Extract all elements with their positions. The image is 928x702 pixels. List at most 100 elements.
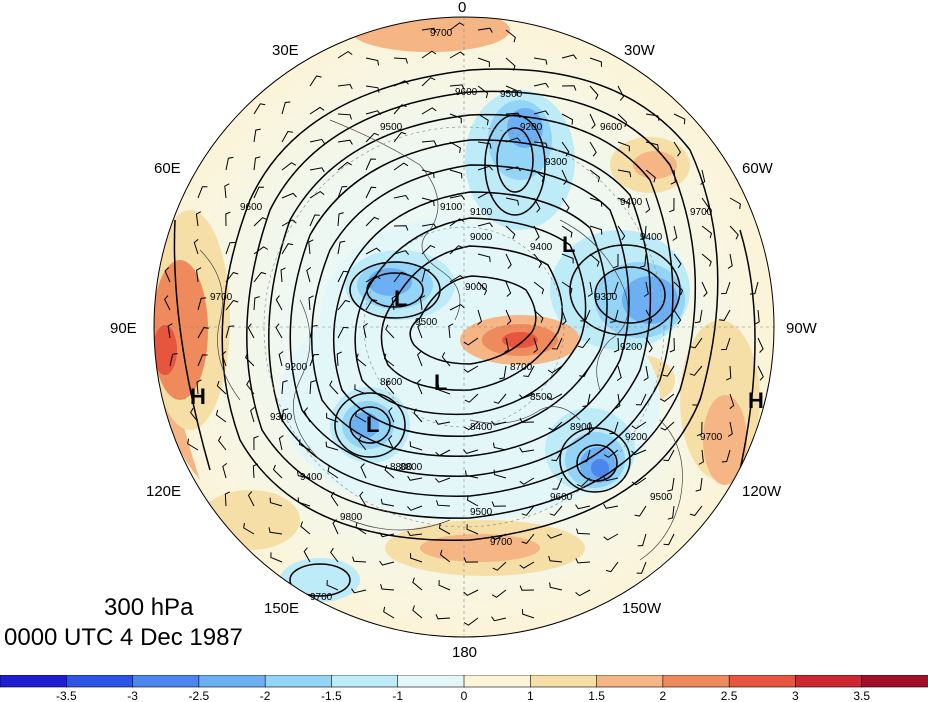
wind-barb: [548, 421, 563, 431]
wind-barb: [505, 166, 521, 172]
wind-barb: [491, 501, 507, 507]
wind-barb: [636, 561, 647, 574]
wind-barb: [613, 254, 619, 269]
polar-stereographic-map: 9700 9600 9500 9300 9200 9100 9000 9400 8700 8800…: [110, 0, 818, 661]
colorbar-tick-label: -1.5: [321, 689, 342, 702]
wind-barb: [492, 442, 507, 451]
contour-label: 8500: [530, 392, 553, 403]
wind-barb: [587, 281, 593, 297]
high-center-west: H: [190, 384, 206, 409]
wind-barb: [365, 110, 381, 116]
wind-barb: [645, 141, 659, 150]
lon-label-90w: 90W: [786, 320, 818, 337]
wind-barb: [222, 463, 228, 479]
wind-barb: [197, 186, 208, 199]
contour-label: 9100: [470, 207, 493, 218]
wind-barb: [635, 393, 647, 406]
wind-barb: [673, 281, 684, 296]
wind-barb: [561, 85, 577, 91]
contour-label: 9600: [600, 122, 623, 133]
wind-barb: [281, 101, 291, 115]
wind-barb: [268, 527, 283, 535]
wind-barb: [383, 606, 395, 619]
colorbar-tick-label: -1: [392, 689, 403, 702]
wind-barb: [383, 353, 395, 367]
colorbar-tick-label: 1.5: [588, 689, 605, 702]
wind-barb: [477, 309, 483, 325]
wind-barb: [356, 353, 367, 367]
wind-barb: [253, 271, 267, 283]
wind-barb: [359, 491, 367, 507]
wind-barb: [354, 384, 367, 395]
wind-barb: [695, 477, 703, 492]
wind-barb: [581, 449, 591, 463]
wind-barb: [297, 497, 311, 507]
wind-barb: [355, 410, 367, 423]
contour-label: 9700: [690, 207, 713, 218]
contour-label: 9400: [640, 232, 663, 243]
wind-barb: [253, 186, 265, 199]
colorbar-labels: -3.5 -3 -2.5 -2 -1.5 -1 0 1 1.5 2 2.5 3 3.5: [56, 689, 870, 702]
wind-barb: [667, 505, 675, 520]
contour-label: 9200: [520, 122, 543, 133]
contour-label: 9200: [625, 432, 648, 443]
wind-barb: [639, 253, 647, 268]
wind-barb: [309, 325, 318, 339]
wind-barb: [463, 589, 479, 597]
wind-barb: [519, 447, 535, 453]
low-center-4: L: [366, 412, 379, 437]
wind-barb: [225, 299, 239, 311]
wind-barb: [167, 323, 173, 339]
wind-barb: [589, 113, 596, 129]
wind-barb: [634, 505, 647, 517]
wind-barb: [281, 162, 297, 171]
wind-barb: [357, 436, 367, 451]
wind-barb: [421, 169, 435, 179]
wind-barb: [309, 138, 325, 144]
wind-barb: [549, 582, 563, 591]
wind-barb: [281, 380, 288, 395]
wind-barb: [533, 309, 544, 323]
wind-barb: [637, 533, 647, 547]
wind-barb: [247, 491, 255, 507]
wind-barb: [325, 441, 339, 451]
wind-barb: [303, 407, 311, 423]
wind-barb: [243, 522, 255, 535]
wind-barb: [393, 194, 409, 200]
wind-barb: [193, 239, 199, 255]
wind-barb: [561, 309, 567, 325]
colorbar-box: [529, 675, 598, 688]
wind-barb: [477, 165, 493, 171]
wind-barb: [505, 85, 518, 96]
wind-barb: [337, 113, 352, 120]
wind-barb: [337, 299, 351, 311]
wind-barb: [505, 57, 516, 71]
wind-barb: [388, 407, 395, 423]
contour-label: 9600: [240, 202, 263, 213]
wind-barb: [449, 22, 465, 31]
contour-label: 9500: [415, 317, 438, 328]
wind-barb: [690, 337, 703, 349]
wind-barb: [698, 449, 704, 465]
wind-barb: [281, 219, 297, 227]
wind-barb: [463, 557, 479, 563]
wind-barb: [187, 438, 199, 451]
wind-barb: [245, 352, 255, 367]
wind-barb: [631, 449, 647, 456]
wind-barb: [365, 57, 380, 66]
wind-barb: [466, 495, 479, 507]
wind-barb: [576, 477, 591, 487]
contour-label: 9400: [530, 242, 553, 253]
colorbar-box: [861, 675, 928, 688]
contour-label: 9300: [595, 292, 618, 303]
wind-barb: [491, 533, 507, 541]
wind-barb: [689, 365, 703, 376]
wind-barb: [561, 169, 568, 185]
wind-barb: [493, 469, 507, 479]
wind-barb: [561, 54, 577, 60]
wind-barb: [215, 409, 227, 423]
wind-barb: [449, 113, 462, 124]
contour-label: 9100: [440, 202, 463, 213]
wind-barb: [721, 281, 731, 295]
wind-barb: [197, 327, 209, 339]
